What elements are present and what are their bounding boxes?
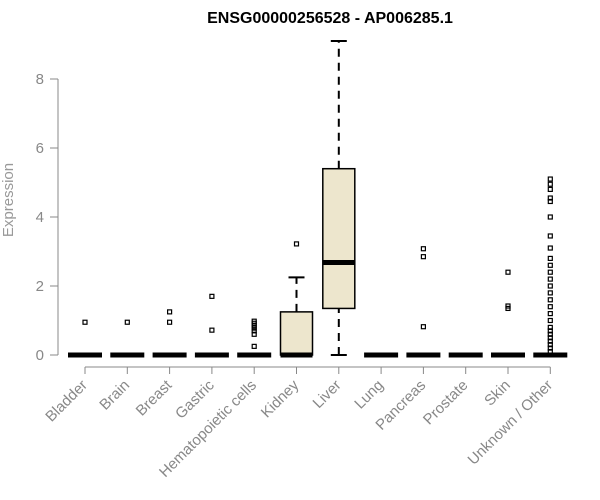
x-tick-label: Kidney (258, 376, 303, 421)
outlier-point (209, 327, 215, 333)
x-tick-label: Lung (351, 377, 387, 413)
box-body (279, 311, 314, 356)
y-tick-label: 4 (36, 209, 44, 226)
x-tick-label: Bladder (42, 377, 91, 426)
outlier-point (209, 293, 215, 299)
y-tick-label: 8 (36, 71, 44, 88)
outlier-point (251, 328, 257, 334)
outlier-point (420, 254, 426, 260)
outlier-point (547, 290, 553, 296)
y-axis: 0 2 4 6 8 (36, 71, 59, 364)
outlier-point (547, 186, 553, 192)
outlier-point (505, 303, 511, 309)
outlier-point (547, 276, 553, 282)
outlier-point (82, 319, 88, 325)
outlier-point (547, 317, 553, 324)
x-tick-label: Liver (310, 377, 345, 412)
outlier-point (547, 195, 553, 201)
outlier-point (251, 343, 257, 349)
box-unknown-other (533, 176, 568, 358)
y-tick-label: 0 (36, 347, 44, 364)
box-body (322, 167, 356, 310)
outlier-point (547, 324, 553, 330)
outlier-point (505, 269, 511, 275)
box-pancreas (406, 246, 441, 358)
x-tick-label: Skin (481, 377, 514, 410)
outlier-point (547, 311, 553, 317)
outlier-point (547, 262, 553, 268)
plot-area (68, 40, 568, 358)
outlier-point (420, 246, 426, 252)
box-gastric (194, 293, 229, 358)
x-tick-label: Breast (133, 376, 176, 419)
outlier-point (547, 297, 553, 303)
box-breast (152, 309, 187, 358)
outlier-point (420, 324, 426, 330)
outlier-point (251, 318, 257, 324)
y-tick-label: 2 (36, 278, 44, 295)
x-tick-label: Brain (96, 377, 133, 414)
box-liver (322, 40, 356, 356)
outlier-point (547, 181, 553, 187)
y-tick-label: 6 (36, 140, 44, 157)
x-tick-label: Prostate (420, 377, 472, 429)
outlier-point (547, 304, 553, 310)
chart-title: ENSG00000256528 - AP006285.1 (207, 10, 453, 27)
outlier-point (547, 245, 553, 251)
outlier-point (124, 319, 130, 325)
outlier-point (547, 269, 553, 275)
outlier-point (167, 319, 173, 325)
box-hematopoietic-cells (237, 318, 272, 358)
outlier-point (293, 241, 300, 247)
y-axis-label: Expression (0, 163, 17, 237)
box-bladder (68, 319, 102, 358)
box-brain (110, 319, 145, 358)
box-skin (491, 269, 525, 358)
outlier-point (547, 176, 553, 182)
outlier-point (167, 309, 173, 315)
outlier-point (547, 233, 553, 239)
box-kidney (279, 241, 314, 358)
outlier-point (547, 214, 553, 220)
outlier-point (547, 255, 553, 261)
outlier-point (547, 283, 553, 289)
